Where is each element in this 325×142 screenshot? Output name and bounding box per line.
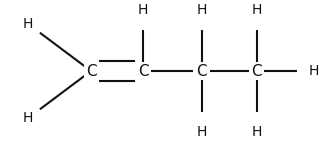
- Text: H: H: [22, 17, 33, 31]
- Text: C: C: [196, 63, 207, 79]
- Text: H: H: [252, 3, 262, 17]
- Text: H: H: [196, 125, 207, 139]
- Text: C: C: [138, 63, 148, 79]
- Text: H: H: [252, 125, 262, 139]
- Text: C: C: [86, 63, 96, 79]
- Text: H: H: [196, 3, 207, 17]
- Text: H: H: [22, 111, 33, 125]
- Text: H: H: [138, 3, 148, 17]
- Text: C: C: [252, 63, 262, 79]
- Text: H: H: [308, 64, 319, 78]
